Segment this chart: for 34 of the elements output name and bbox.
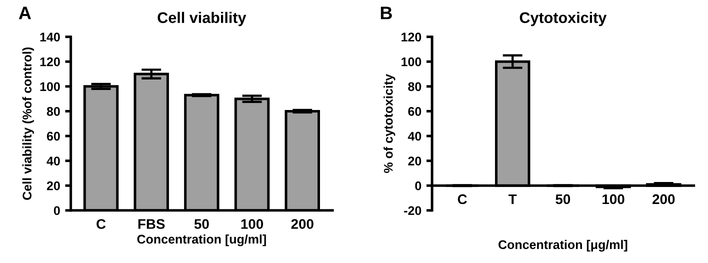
text: A	[18, 6, 32, 20]
text: B	[380, 6, 392, 20]
x-tick-label: 100	[602, 194, 624, 204]
x-tick-label: C	[96, 219, 106, 229]
y-tick-label: 0	[54, 206, 60, 216]
x-axis-title: Concentration [μg/ml]	[498, 240, 628, 252]
y-tick-label: 120	[402, 32, 422, 42]
x-tick-label: 50	[194, 219, 209, 229]
y-tick-label: 20	[46, 181, 60, 190]
x-axis-title: Concentration [ug/ml]	[137, 234, 266, 246]
y-tick-label: 60	[46, 132, 60, 141]
y-tick-label: -20	[404, 206, 422, 216]
x-tick-label: 200	[652, 194, 675, 204]
y-axis-title: % of cytotoxicity	[384, 74, 396, 173]
y-tick-label: 120	[40, 57, 60, 66]
x-tick-label: FBS	[138, 219, 165, 229]
y-axis-title: Cell viability (%of control)	[22, 47, 34, 200]
x-tick-label: T	[508, 194, 517, 204]
x-tick-label: C	[458, 194, 467, 204]
y-tick-label: 40	[408, 132, 422, 141]
y-tick-label: 140	[40, 32, 60, 42]
x-tick-label: 50	[556, 194, 570, 204]
y-tick-label: 60	[408, 107, 422, 116]
x-tick-label: 100	[241, 219, 264, 229]
y-tick-label: 80	[46, 107, 60, 116]
y-tick-label: 40	[46, 156, 60, 166]
chart-title: Cytotoxicity	[520, 12, 607, 26]
y-tick-label: 0	[415, 181, 422, 190]
x-tick-label: 200	[291, 219, 314, 229]
y-tick-label: 100	[402, 57, 422, 66]
chart-title: Cell viability	[158, 12, 246, 26]
y-tick-label: 100	[40, 82, 60, 92]
y-tick-label: 20	[408, 156, 422, 166]
y-tick-label: 80	[408, 82, 422, 92]
